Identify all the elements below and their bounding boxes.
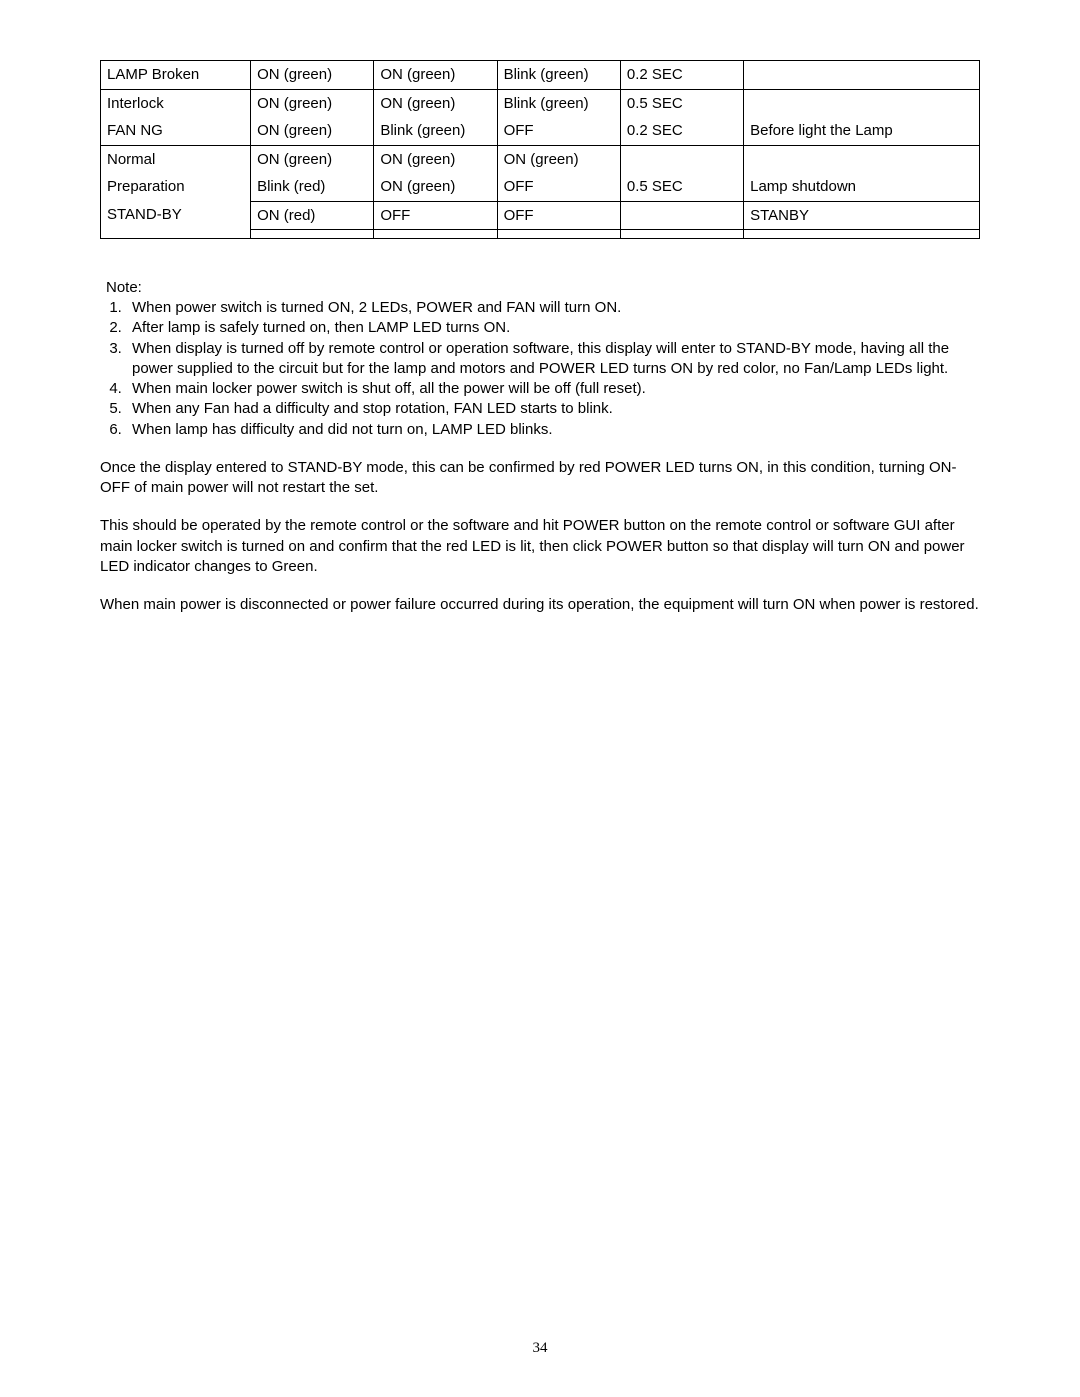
page-number: 34 bbox=[0, 1340, 1080, 1357]
table-row: LAMP Broken ON (green) ON (green) Blink … bbox=[101, 61, 980, 90]
cell: ON (green) bbox=[374, 61, 497, 90]
cell: ON (green) bbox=[251, 145, 374, 173]
cell: 0.2 SEC bbox=[620, 61, 743, 90]
list-item: When any Fan had a difficulty and stop r… bbox=[126, 399, 980, 419]
cell: ON (green) bbox=[251, 61, 374, 90]
cell: OFF bbox=[497, 173, 620, 201]
list-item: When display is turned off by remote con… bbox=[126, 339, 980, 380]
cell: ON (green) bbox=[497, 145, 620, 173]
cell: Normal bbox=[101, 145, 251, 173]
cell: Blink (red) bbox=[251, 173, 374, 201]
cell: 0.5 SEC bbox=[620, 173, 743, 201]
cell bbox=[744, 89, 980, 117]
cell: STANBY bbox=[744, 201, 980, 230]
cell: ON (green) bbox=[374, 89, 497, 117]
cell bbox=[744, 145, 980, 173]
paragraph: When main power is disconnected or power… bbox=[100, 595, 980, 615]
cell: ON (red) bbox=[251, 201, 374, 230]
cell: Blink (green) bbox=[374, 117, 497, 145]
cell: 0.5 SEC bbox=[620, 89, 743, 117]
cell: Blink (green) bbox=[497, 89, 620, 117]
led-status-table: LAMP Broken ON (green) ON (green) Blink … bbox=[100, 60, 980, 239]
notes-list: When power switch is turned ON, 2 LEDs, … bbox=[100, 298, 980, 440]
cell bbox=[620, 145, 743, 173]
cell: ON (green) bbox=[374, 145, 497, 173]
note-heading: Note: bbox=[106, 279, 980, 296]
cell: Lamp shutdown bbox=[744, 173, 980, 201]
cell: Blink (green) bbox=[497, 61, 620, 90]
list-item: After lamp is safely turned on, then LAM… bbox=[126, 318, 980, 338]
cell bbox=[620, 201, 743, 230]
cell bbox=[744, 61, 980, 90]
cell: LAMP Broken bbox=[101, 61, 251, 90]
cell: FAN NG bbox=[101, 117, 251, 145]
table-row: STAND-BY ON (red) OFF OFF STANBY bbox=[101, 201, 980, 230]
list-item: When lamp has difficulty and did not tur… bbox=[126, 420, 980, 440]
paragraph: This should be operated by the remote co… bbox=[100, 516, 980, 577]
table-row: Preparation Blink (red) ON (green) OFF 0… bbox=[101, 173, 980, 201]
cell: ON (green) bbox=[251, 89, 374, 117]
cell: ON (green) bbox=[374, 173, 497, 201]
cell: 0.2 SEC bbox=[620, 117, 743, 145]
cell: STAND-BY bbox=[101, 201, 251, 239]
cell: Interlock bbox=[101, 89, 251, 117]
paragraph: Once the display entered to STAND-BY mod… bbox=[100, 458, 980, 499]
cell: Before light the Lamp bbox=[744, 117, 980, 145]
cell: OFF bbox=[497, 117, 620, 145]
table-row: Normal ON (green) ON (green) ON (green) bbox=[101, 145, 980, 173]
list-item: When power switch is turned ON, 2 LEDs, … bbox=[126, 298, 980, 318]
cell: Preparation bbox=[101, 173, 251, 201]
cell: OFF bbox=[374, 201, 497, 230]
table-row: FAN NG ON (green) Blink (green) OFF 0.2 … bbox=[101, 117, 980, 145]
list-item: When main locker power switch is shut of… bbox=[126, 379, 980, 399]
cell: ON (green) bbox=[251, 117, 374, 145]
table-row: Interlock ON (green) ON (green) Blink (g… bbox=[101, 89, 980, 117]
cell: OFF bbox=[497, 201, 620, 230]
